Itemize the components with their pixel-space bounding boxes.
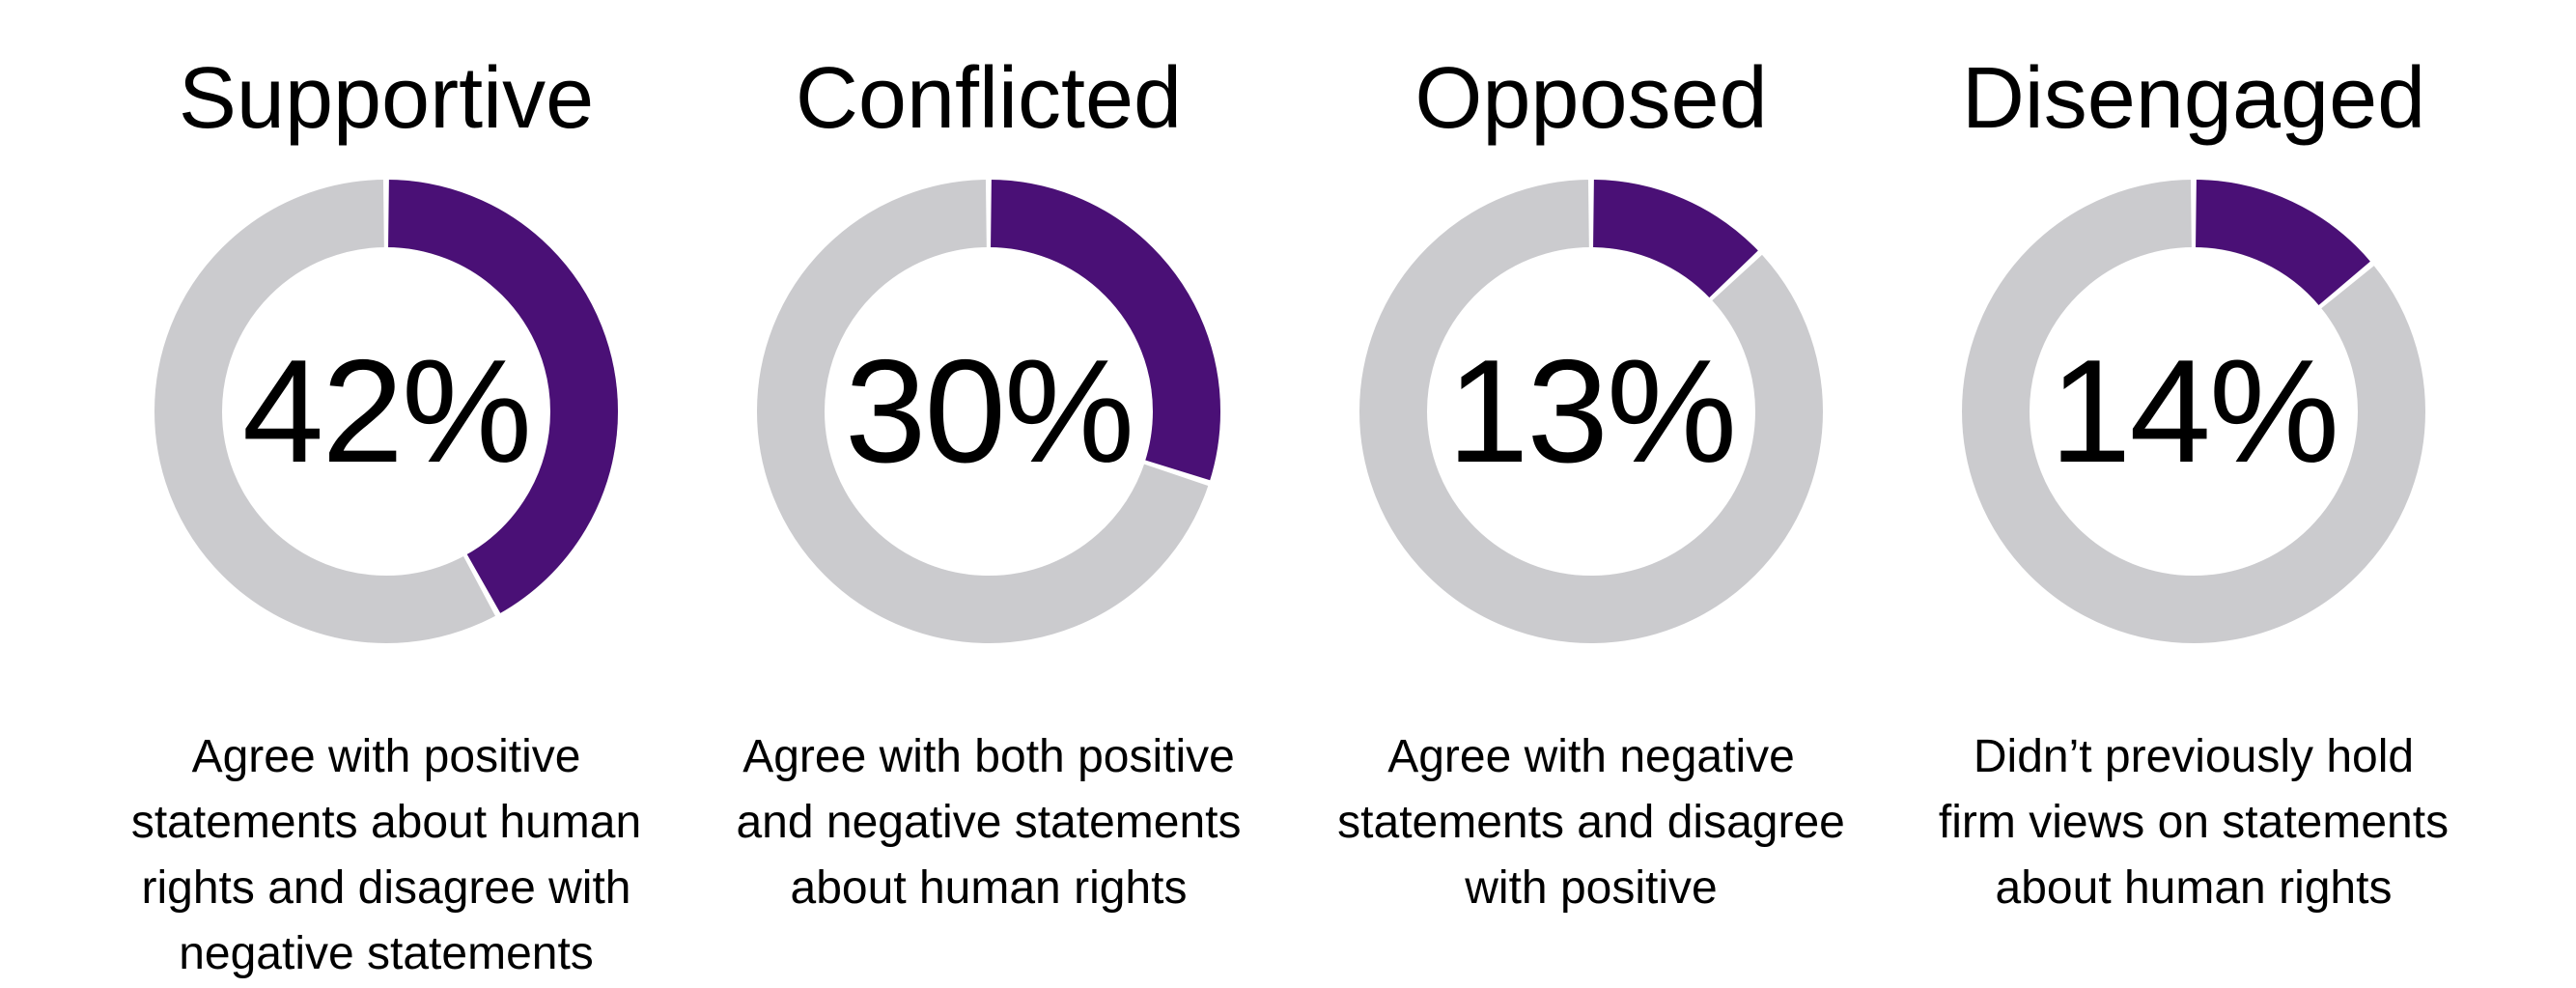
donut-rings-icon bbox=[757, 180, 1220, 643]
donut-value-arc bbox=[757, 180, 1220, 643]
description-line: Agree with both positive bbox=[742, 731, 1235, 782]
description-line: Didn’t previously hold bbox=[1973, 731, 2415, 782]
chart-conflicted: Conflicted 30% Agree with both positive … bbox=[687, 46, 1290, 987]
segment-separator-start bbox=[1962, 180, 2425, 643]
description-line: with positive bbox=[1465, 862, 1718, 914]
description-line: about human rights bbox=[1995, 862, 2393, 914]
donut-center-value: 30% bbox=[844, 329, 1134, 494]
description-line: statements and disagree bbox=[1337, 797, 1845, 848]
donut-rings-icon bbox=[1962, 180, 2425, 643]
segment-separator-start bbox=[154, 180, 618, 643]
chart-description: Agree with both positive and negative st… bbox=[687, 724, 1290, 921]
description-line: negative statements bbox=[179, 928, 594, 979]
donut-chart: 42% bbox=[154, 180, 618, 643]
description-line: about human rights bbox=[790, 862, 1188, 914]
donut-rings-icon bbox=[154, 180, 618, 643]
description-line: statements about human bbox=[130, 797, 642, 848]
chart-title: Conflicted bbox=[795, 50, 1183, 147]
donut-rings-icon bbox=[1359, 180, 1823, 643]
donut-center-value: 14% bbox=[2049, 329, 2339, 494]
chart-disengaged: Disengaged 14% Didn’t previously hold fi… bbox=[1892, 46, 2495, 987]
chart-description: Agree with positive statements about hum… bbox=[85, 724, 687, 987]
chart-description: Didn’t previously hold firm views on sta… bbox=[1892, 724, 2495, 921]
chart-supportive: Supportive 42% Agree with positive state… bbox=[85, 46, 687, 987]
chart-description: Agree with negative statements and disag… bbox=[1290, 724, 1892, 921]
description-line: Agree with positive bbox=[191, 731, 581, 782]
donut-chart: 13% bbox=[1359, 180, 1823, 643]
donut-center-value: 13% bbox=[1446, 329, 1737, 494]
chart-opposed: Opposed 13% Agree with negative statemen… bbox=[1290, 46, 1892, 987]
chart-title: Opposed bbox=[1414, 50, 1768, 147]
donut-chart: 30% bbox=[757, 180, 1220, 643]
donut-center-value: 42% bbox=[241, 329, 532, 494]
donut-chart: 14% bbox=[1962, 180, 2425, 643]
segment-separator-start bbox=[1359, 180, 1823, 643]
donut-value-arc bbox=[154, 180, 618, 643]
description-line: rights and disagree with bbox=[141, 862, 631, 914]
chart-title: Disengaged bbox=[1961, 50, 2426, 147]
description-line: Agree with negative bbox=[1387, 731, 1795, 782]
description-line: and negative statements bbox=[736, 797, 1242, 848]
segment-separator-start bbox=[757, 180, 1220, 643]
description-line: firm views on statements bbox=[1938, 797, 2450, 848]
chart-title: Supportive bbox=[178, 50, 595, 147]
